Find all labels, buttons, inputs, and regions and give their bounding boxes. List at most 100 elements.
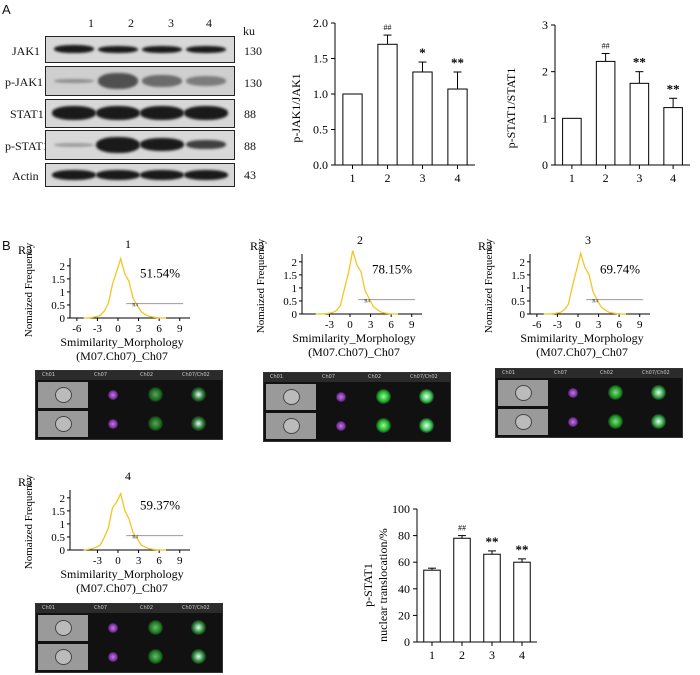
x-tick-label: 1 [429,648,435,662]
gate-line-label: R4 [132,304,138,309]
nucleus-stain [108,623,118,633]
x-tick-label: -3 [93,323,103,335]
histogram-ylabel: Nomaized Frequency [23,474,35,569]
brightfield-cell-image [38,382,88,408]
x-tick-label: 9 [637,319,643,331]
y-tick-label: 100 [392,502,410,516]
y-tick-label: 1 [60,287,66,299]
x-tick-label: 3 [136,555,142,567]
lane-label: 1 [88,16,94,30]
ku-value: 130 [244,44,262,58]
image-strip-3: Ch01 Ch07 Ch02 Ch07/Ch02 [495,368,683,438]
x-tick-label: -6 [532,319,542,331]
x-tick-label: 4 [455,171,461,185]
y-tick-label: 0 [404,635,410,649]
y-tick-label: 60 [398,555,410,569]
x-tick-label: 6 [156,323,162,335]
nucleus-stain [108,419,118,429]
merged-stain [419,389,434,404]
bar [663,107,683,166]
image-strip-1: Ch01 Ch07 Ch02 Ch07/Ch02 [35,370,223,440]
y-tick-label: 1 [520,283,526,295]
image-strip-header: Ch01 Ch07 Ch02 Ch07/Ch02 [36,371,222,380]
protein-label: JAK1 [12,44,41,58]
stat1-stain [148,387,163,402]
x-tick-label: 3 [636,171,642,185]
bar-chart-pstat1: p-STAT1/STAT1 0 1 2 3 1 2 3 4 ## ** ** [504,18,690,185]
gate-label: R3 [18,243,32,257]
percentage-label: 78.15% [372,262,412,277]
y-tick-label: 80 [398,529,410,543]
channel-label: Ch01 [42,372,56,378]
channel-label: Ch07/Ch02 [182,372,210,378]
y-tick-label: 0 [60,545,66,557]
significance-mark: ** [633,55,646,70]
histogram-xlabel: Smimilarity_Morphology [520,331,643,345]
x-tick-label: 0 [575,319,581,331]
nucleus-stain [568,417,578,427]
x-tick-label: 6 [388,319,394,331]
merged-stain [191,620,206,635]
blot-strip-jak1 [45,36,235,63]
chart-ylabel: p-STAT1/STAT1 [504,68,518,149]
histogram-xlabel: (M07.Ch07)_Ch07 [536,345,628,359]
channel-label: Ch07/Ch02 [410,374,438,380]
ku-value: 130 [244,76,262,90]
percentage-label: 51.54% [140,266,180,281]
image-strip-2: Ch01 Ch07 Ch02 Ch07/Ch02 [263,372,451,442]
lane-label: 4 [206,16,212,30]
blot-strip-pstat1 [45,130,235,160]
channel-label: Ch02 [140,605,154,611]
stat1-stain [608,385,623,400]
ku-value: 88 [244,139,256,153]
brightfield-cell-image [38,615,88,641]
protein-label: Actin [12,169,39,183]
bar [412,71,433,166]
x-tick-label: 3 [368,319,374,331]
bar [562,117,582,166]
x-tick-label: 6 [156,555,162,567]
channel-label: Ch07/Ch02 [182,605,210,611]
y-tick-label: 1.5 [51,274,65,286]
ku-value: 43 [244,168,256,182]
histogram-ylabel: Nomaized Frequency [483,238,495,333]
percentage-label: 69.74% [600,262,640,277]
bar-chart-nuclear-translocation: p-STAT1 nuclear translocation/% 0 20 40 60 8… [361,502,537,662]
x-tick-label: 4 [670,171,676,185]
significance-mark: ** [451,55,464,70]
stat1-stain [376,418,391,433]
significance-mark: ## [384,23,392,32]
significance-mark: ## [458,524,466,533]
y-tick-label: 2 [542,65,548,79]
significance-mark: ** [486,534,499,549]
x-tick-label: 3 [136,323,142,335]
sample-label: 3 [585,236,591,247]
merged-stain [419,418,434,433]
merged-stain [191,416,206,431]
y-tick-label: 1 [60,519,66,531]
panel-letter-a: A [2,2,11,17]
image-strip-header: Ch01 Ch07 Ch02 Ch07/Ch02 [496,369,682,378]
x-tick-label: 2 [385,171,391,185]
chart-ylabel: p-STAT1 [361,563,375,607]
y-tick-label: 1 [542,111,548,125]
brightfield-cell-image [498,380,548,406]
gate-label: R3 [250,239,264,253]
x-tick-label: 6 [616,319,622,331]
significance-mark: * [419,45,426,60]
x-tick-label: 3 [420,171,426,185]
merged-stain [191,387,206,402]
y-tick-label: 1.0 [313,87,328,101]
channel-label: Ch01 [270,374,284,380]
channel-label: Ch07/Ch02 [642,370,670,376]
image-strip-header: Ch01 Ch07 Ch02 Ch07/Ch02 [264,373,450,382]
protein-label: p-JAK1 [5,75,43,89]
y-tick-label: 40 [398,582,410,596]
y-tick-label: 0.5 [313,123,328,137]
y-tick-label: 0.5 [283,296,297,308]
y-tick-label: 1.5 [511,270,525,282]
bar [423,569,441,643]
x-tick-label: 4 [519,648,525,662]
